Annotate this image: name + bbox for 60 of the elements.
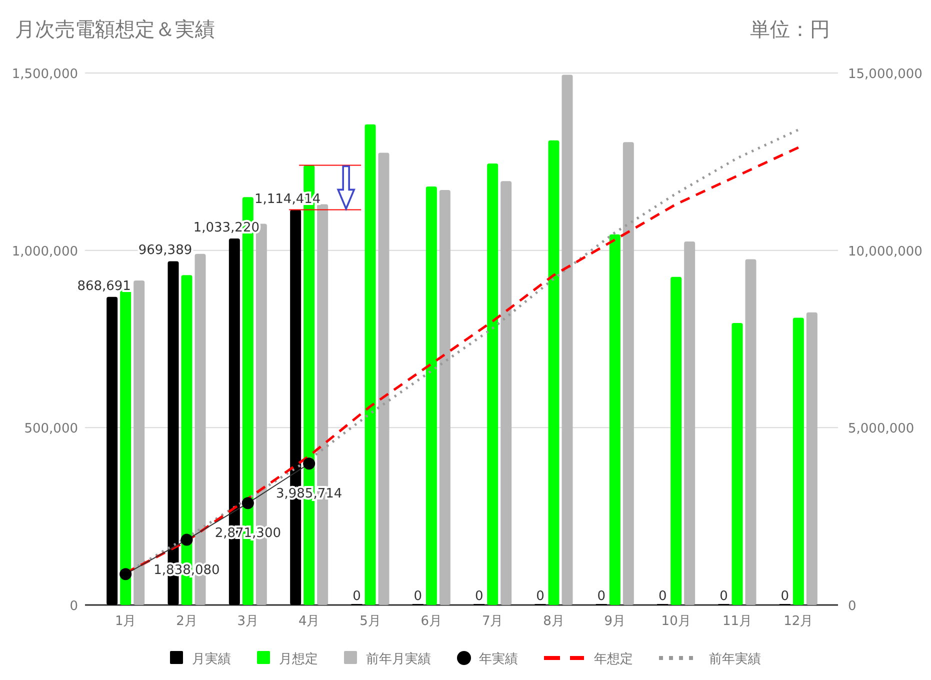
data-label: 0 <box>536 589 544 604</box>
chart-subtitle: 単位：円 <box>750 17 830 41</box>
data-label: 969,389 <box>138 243 192 258</box>
bar <box>670 276 682 605</box>
legend-label: 前年月実績 <box>366 651 431 667</box>
data-label: 0 <box>352 589 361 604</box>
data-label: 0 <box>414 589 422 604</box>
y-tick-label: 1,000,000 <box>12 244 78 260</box>
data-label: 868,691 <box>77 278 131 294</box>
legend-label: 年実績 <box>479 651 518 667</box>
bar <box>806 312 818 605</box>
data-label: 0 <box>658 589 667 604</box>
point <box>303 458 316 470</box>
data-label: 0 <box>720 589 728 604</box>
bar <box>364 124 376 605</box>
bar <box>609 234 620 605</box>
point <box>120 568 132 580</box>
bar <box>745 259 756 605</box>
data-label: 0 <box>597 589 606 604</box>
y2-tick-label: 5,000,000 <box>848 422 914 437</box>
data-label: 0 <box>474 589 484 604</box>
x-tick-label: 5月 <box>360 614 381 629</box>
bar <box>426 186 437 605</box>
x-tick-label: 8月 <box>543 614 564 629</box>
y-tick-label: 1,500,000 <box>12 67 78 82</box>
bar <box>487 163 498 605</box>
bar <box>106 296 118 605</box>
bar <box>439 190 450 605</box>
bar <box>548 140 560 605</box>
x-tick-label: 6月 <box>420 614 442 629</box>
x-tick-label: 11月 <box>722 614 752 629</box>
x-tick-label: 2月 <box>176 614 198 629</box>
x-tick-label: 9月 <box>604 614 626 629</box>
point <box>180 534 193 546</box>
bar <box>732 323 743 605</box>
bar <box>792 318 804 605</box>
x-tick-label: 4月 <box>298 614 320 629</box>
legend-label: 月想定 <box>279 652 318 667</box>
bar <box>562 74 573 605</box>
bar <box>622 142 634 605</box>
x-tick-label: 7月 <box>482 614 504 629</box>
y2-tick-label: 10,000,000 <box>848 244 922 260</box>
x-tick-label: 3月 <box>237 614 259 629</box>
x-tick-label: 1月 <box>114 614 136 629</box>
data-label: 0 <box>780 589 790 604</box>
chart-title: 月次売電額想定＆実績 <box>15 17 215 41</box>
point <box>242 497 254 510</box>
y-tick-label: 500,000 <box>24 422 78 437</box>
legend-label: 前年実績 <box>709 651 761 667</box>
y2-tick-label: 0 <box>848 599 856 614</box>
bar <box>684 241 696 605</box>
x-tick-label: 10月 <box>661 614 691 629</box>
y2-tick-label: 15,000,000 <box>848 67 922 82</box>
bar <box>500 181 512 605</box>
bar <box>134 280 145 605</box>
x-tick-label: 12月 <box>784 614 814 629</box>
y-tick-label: 0 <box>70 599 78 614</box>
legend-label: 月実績 <box>192 651 231 667</box>
bar <box>378 152 390 605</box>
legend-label: 年想定 <box>594 652 633 667</box>
